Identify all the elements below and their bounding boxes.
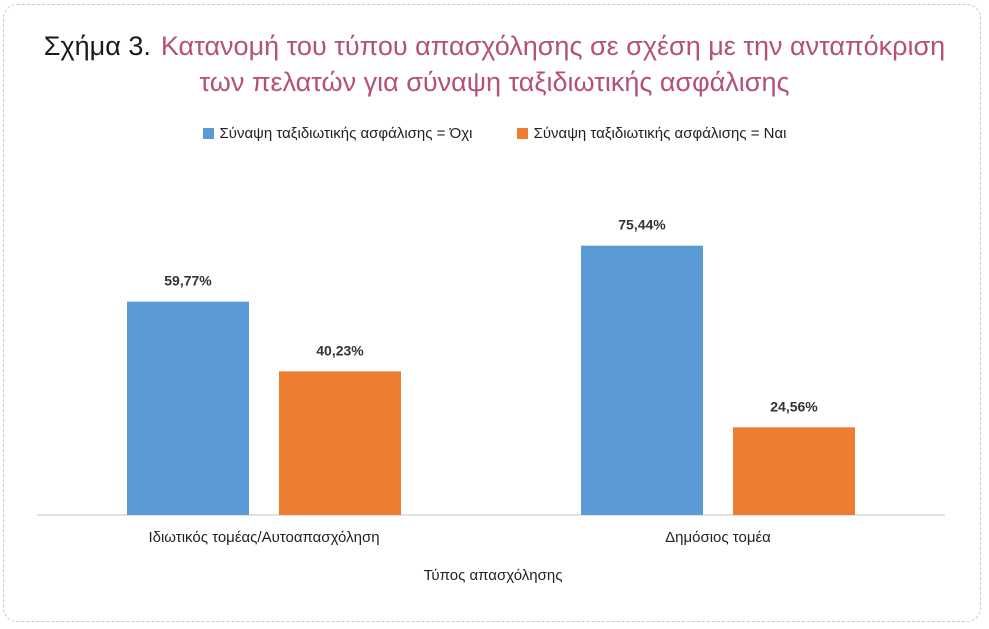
figure-frame — [3, 4, 981, 622]
title-text-1: Κατανομή του τύπου απασχόλησης σε σχέση … — [160, 31, 946, 61]
bar-yes-0 — [279, 371, 401, 515]
chart-legend: Σύναψη ταξιδιωτικής ασφάλισης = Όχι Σύνα… — [0, 125, 989, 142]
bar-no-0 — [127, 301, 249, 515]
x-axis-title: Τύπος απασχόλησης — [424, 567, 563, 584]
title-line-2: των πελατών για σύναψη ταξιδιωτικής ασφά… — [199, 67, 790, 97]
legend-swatch-no — [202, 128, 214, 139]
bar-no-1 — [581, 245, 703, 515]
legend-item-no: Σύναψη ταξιδιωτικής ασφάλισης = Όχι — [202, 125, 473, 142]
bar-yes-1 — [733, 427, 855, 515]
legend-item-yes: Σύναψη ταξιδιωτικής ασφάλισης = Ναι — [516, 125, 787, 142]
data-label-no-1: 75,44% — [618, 217, 666, 233]
data-label-yes-0: 40,23% — [316, 342, 364, 358]
title-line-1: Σχήμα 3. Κατανομή του τύπου απασχόλησης σ… — [0, 28, 989, 64]
figure-title: Σχήμα 3. Κατανομή του τύπου απασχόλησης σ… — [0, 28, 989, 100]
x-tick-label-0: Ιδιωτικός τομέας/Αυτοαπασχόληση — [148, 529, 379, 546]
figure-number: Σχήμα 3. — [43, 31, 151, 61]
data-label-yes-1: 24,56% — [770, 398, 818, 414]
data-label-no-0: 59,77% — [164, 273, 212, 289]
legend-label-no: Σύναψη ταξιδιωτικής ασφάλισης = Όχι — [219, 125, 473, 142]
x-tick-label-1: Δημόσιος τομέα — [665, 529, 771, 546]
legend-swatch-yes — [516, 128, 528, 139]
legend-label-yes: Σύναψη ταξιδιωτικής ασφάλισης = Ναι — [533, 125, 787, 142]
